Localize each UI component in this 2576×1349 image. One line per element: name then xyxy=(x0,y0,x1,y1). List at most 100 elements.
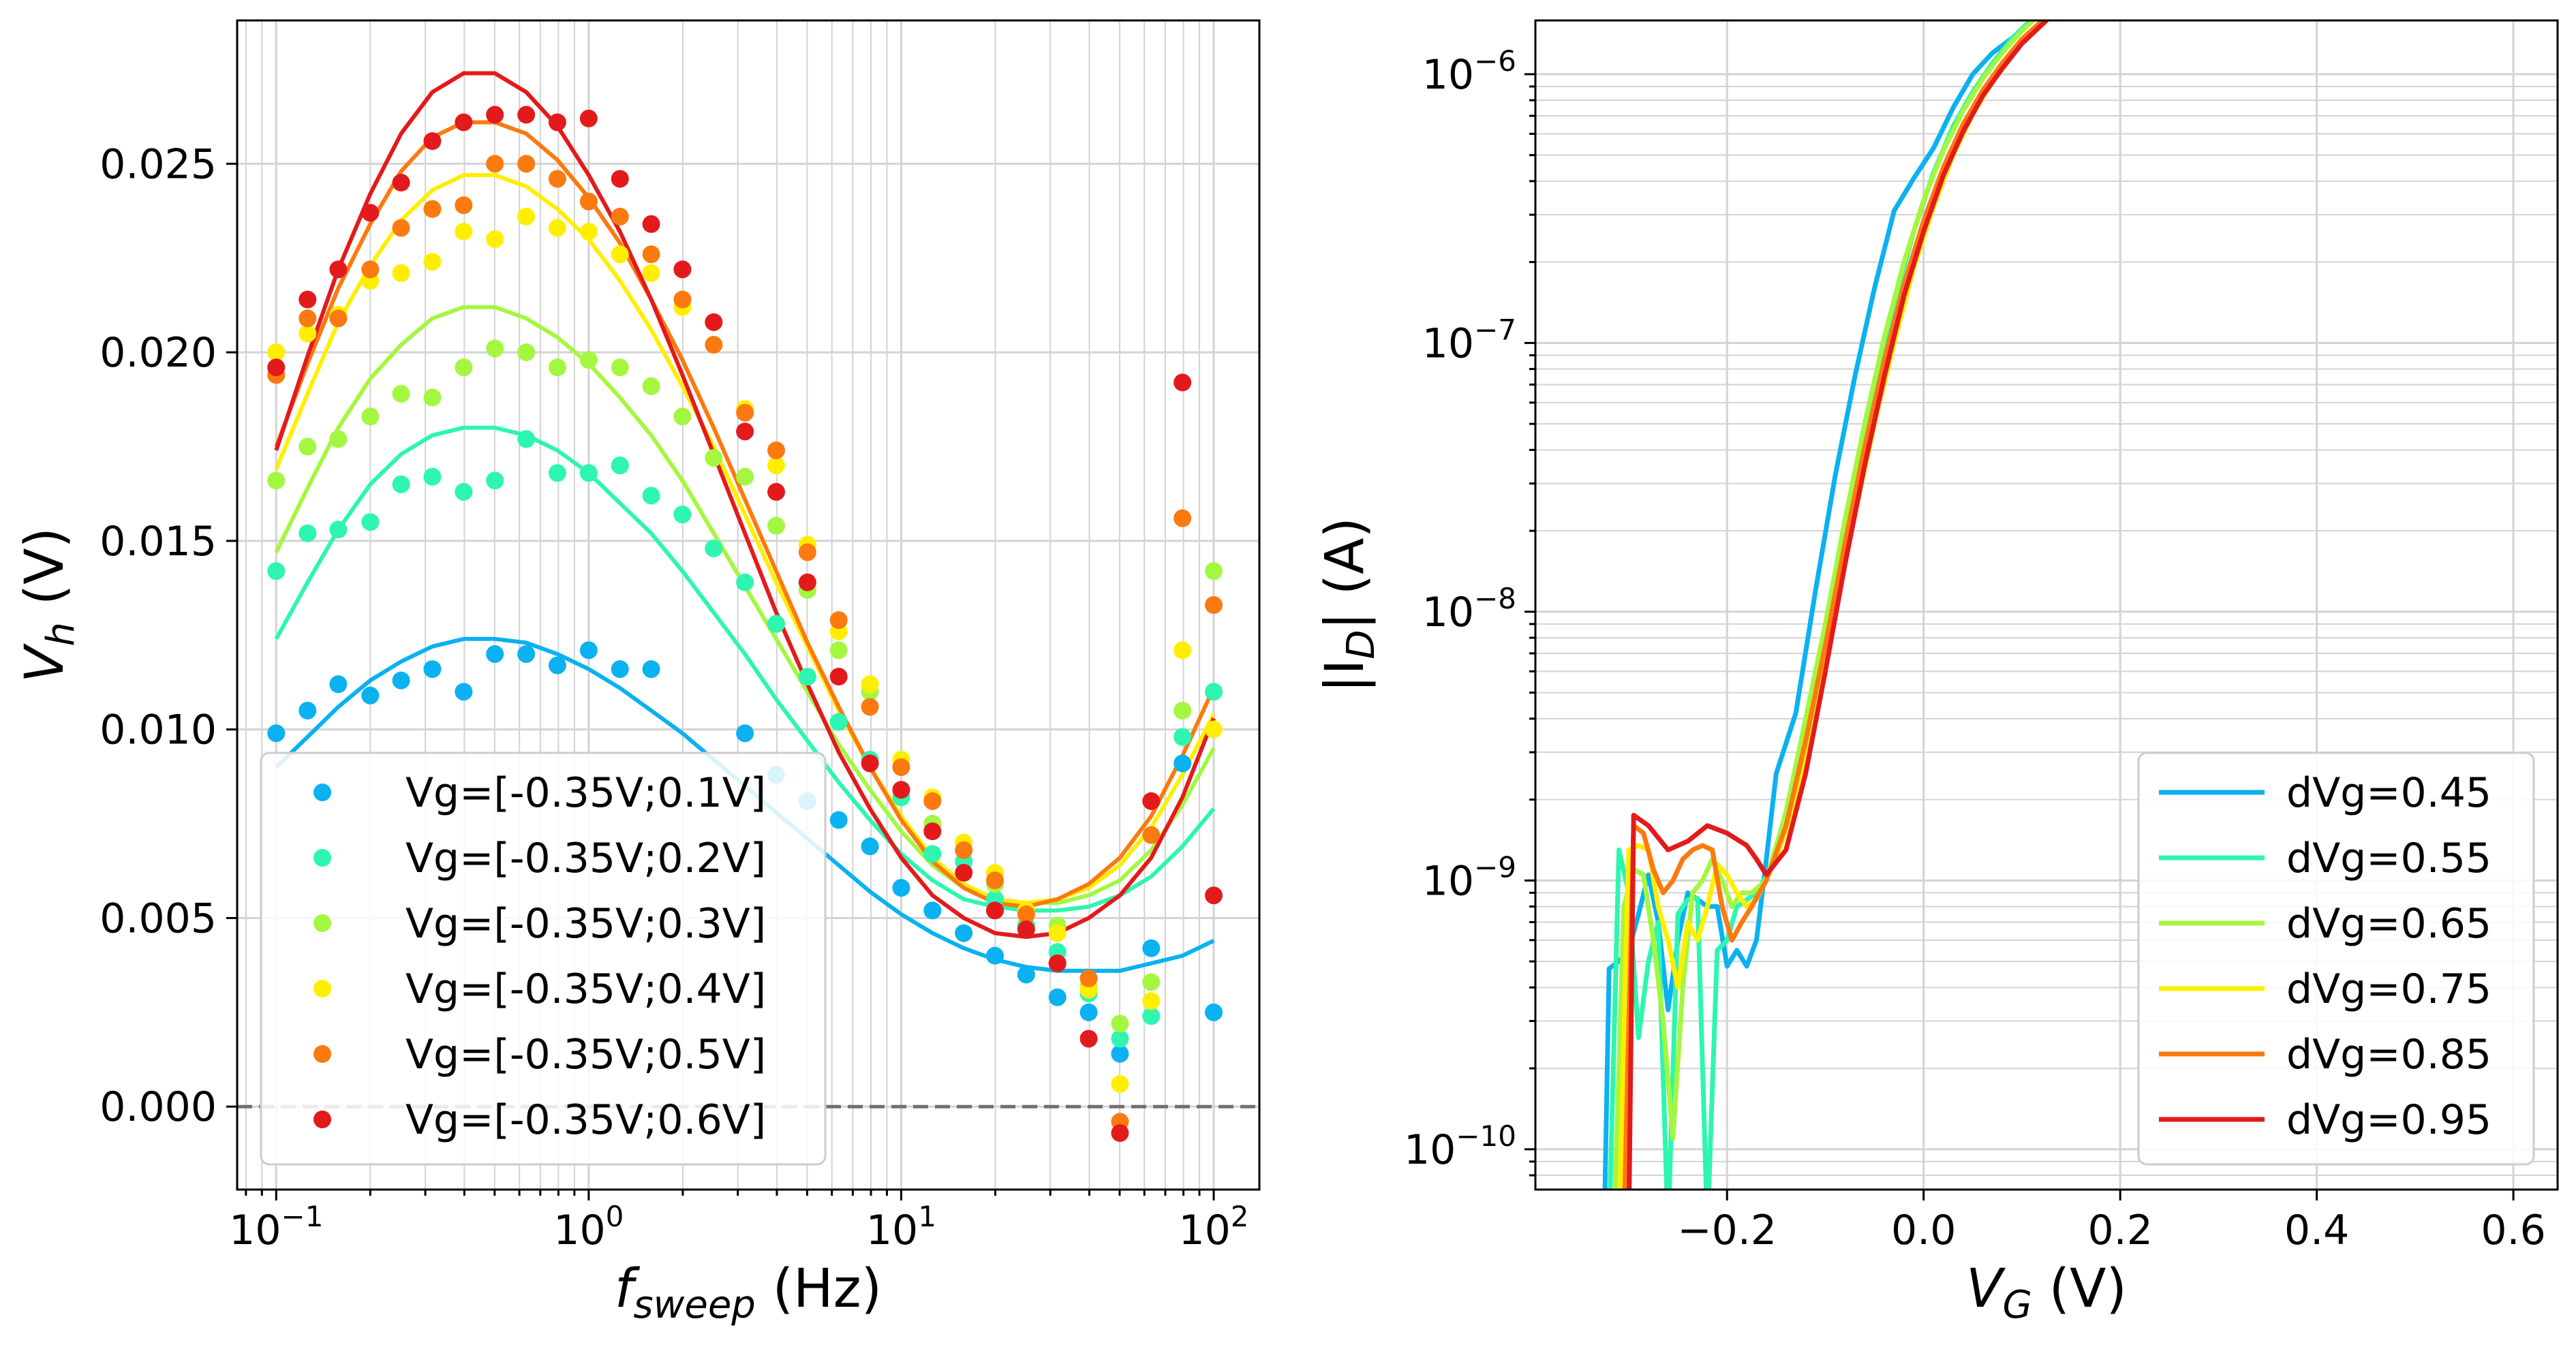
data-point xyxy=(642,245,660,264)
y-tick-label: 10−6 xyxy=(1422,44,1516,99)
data-point xyxy=(1111,1044,1129,1063)
data-point xyxy=(579,351,598,369)
y-tick-label: 0.025 xyxy=(99,140,217,188)
data-point xyxy=(423,467,442,486)
y-tick-label-exp: −8 xyxy=(1474,582,1516,615)
x-tick-label-exp: 2 xyxy=(1231,1200,1249,1233)
y-tick-label-base: 10 xyxy=(1422,51,1474,99)
data-point xyxy=(705,539,723,557)
x-tick-label: 0.6 xyxy=(2481,1207,2545,1254)
legend-item: dVg=0.95 xyxy=(2159,1096,2491,1144)
data-point xyxy=(298,324,317,343)
legend-label: Vg=[-0.35V;0.5V] xyxy=(405,1031,766,1079)
data-point xyxy=(1204,720,1223,739)
data-point xyxy=(767,441,785,460)
data-point xyxy=(548,113,566,131)
y-tick-label-exp: −10 xyxy=(1456,1119,1516,1153)
data-point xyxy=(423,132,442,151)
data-point xyxy=(1048,954,1067,972)
data-point xyxy=(1017,905,1035,923)
data-point xyxy=(1174,641,1192,660)
y-axis-label-sub: D xyxy=(1339,630,1383,659)
legend-label: dVg=0.85 xyxy=(2286,1031,2491,1079)
data-point xyxy=(486,471,504,490)
data-point xyxy=(1017,920,1035,939)
y-tick-label-exp: −6 xyxy=(1474,44,1516,78)
legend-label: Vg=[-0.35V;0.6V] xyxy=(405,1096,766,1144)
data-point xyxy=(1111,1075,1129,1094)
data-point xyxy=(1111,1029,1129,1048)
data-point xyxy=(1174,509,1192,527)
data-point xyxy=(423,660,442,679)
legend-label: Vg=[-0.35V;0.2V] xyxy=(405,835,766,882)
data-point xyxy=(673,290,692,309)
data-point xyxy=(423,253,442,271)
x-tick-label-base: 10 xyxy=(866,1207,918,1254)
data-point xyxy=(611,660,629,679)
data-point xyxy=(267,471,286,490)
data-point xyxy=(329,430,348,448)
data-point xyxy=(329,521,348,539)
legend-item: dVg=0.75 xyxy=(2159,965,2491,1013)
data-point xyxy=(361,513,380,531)
x-tick-label: 0.0 xyxy=(1891,1207,1956,1254)
data-point xyxy=(1048,924,1067,942)
data-point xyxy=(736,422,754,441)
x-tick-label-base: 10 xyxy=(1178,1207,1230,1254)
y-tick-label: 0.010 xyxy=(99,707,217,754)
data-point xyxy=(1174,701,1192,719)
y-tick-label: 0.020 xyxy=(99,329,217,377)
data-point xyxy=(329,260,348,279)
y-tick-label: 0.005 xyxy=(99,895,217,942)
legend-label: Vg=[-0.35V;0.1V] xyxy=(405,769,766,817)
x-tick-label-exp: 0 xyxy=(606,1200,624,1233)
data-point xyxy=(1111,1123,1129,1142)
data-point xyxy=(548,656,566,674)
data-point xyxy=(392,385,410,403)
data-point xyxy=(517,155,536,173)
legend-marker xyxy=(313,1045,331,1063)
y-tick-label: 10−8 xyxy=(1422,582,1516,636)
data-point xyxy=(1079,1029,1098,1048)
chart-left-vh-vs-fsweep: 10−1 100 101 1020.0000.0050.0100.0150.0200.… xyxy=(14,19,1261,1327)
legend-item: dVg=0.65 xyxy=(2159,900,2491,948)
data-point xyxy=(517,343,536,362)
legend-item: Vg=[-0.35V;0.6V] xyxy=(313,1096,766,1144)
data-point xyxy=(455,358,473,377)
data-point xyxy=(267,358,286,377)
x-tick-label: 101 xyxy=(866,1200,936,1254)
data-point xyxy=(1204,886,1223,905)
data-point xyxy=(455,683,473,701)
data-point xyxy=(892,758,910,777)
data-point xyxy=(1174,373,1192,392)
data-point xyxy=(861,698,879,716)
data-point xyxy=(392,219,410,237)
y-tick-label-base: 10 xyxy=(1422,320,1474,367)
y-tick-label: 0.000 xyxy=(99,1083,217,1131)
data-point xyxy=(455,482,473,501)
y-axis-label-post: | (A) xyxy=(1315,517,1376,630)
gridlines xyxy=(1535,20,2558,1190)
data-point xyxy=(829,713,848,731)
x-tick-label: 0.4 xyxy=(2284,1207,2349,1254)
data-point xyxy=(455,113,473,131)
series-line-3 xyxy=(1612,20,2037,1190)
y-axis-ticks: 0.000 0.005 0.010 0.015 0.020 0.025 xyxy=(99,140,237,1131)
data-point xyxy=(1142,992,1161,1010)
y-axis-label: |ID| (A) xyxy=(1315,517,1383,693)
x-axis-label-main: V xyxy=(1966,1258,2006,1320)
data-point xyxy=(361,204,380,222)
data-point xyxy=(767,482,785,501)
x-axis-ticks: −0.2 0.0 0.2 0.4 0.6 xyxy=(1677,1190,2546,1254)
series-line-6 xyxy=(1627,20,2050,1190)
data-point xyxy=(579,641,598,660)
x-tick-label-exp: −1 xyxy=(281,1200,324,1233)
data-point xyxy=(392,264,410,282)
data-point xyxy=(985,946,1004,965)
x-axis-label-sub: G xyxy=(2002,1283,2031,1327)
y-tick-label-exp: −9 xyxy=(1474,850,1516,884)
data-point xyxy=(548,219,566,237)
data-point xyxy=(1079,1003,1098,1021)
data-point xyxy=(548,358,566,377)
data-point xyxy=(1204,1003,1223,1021)
